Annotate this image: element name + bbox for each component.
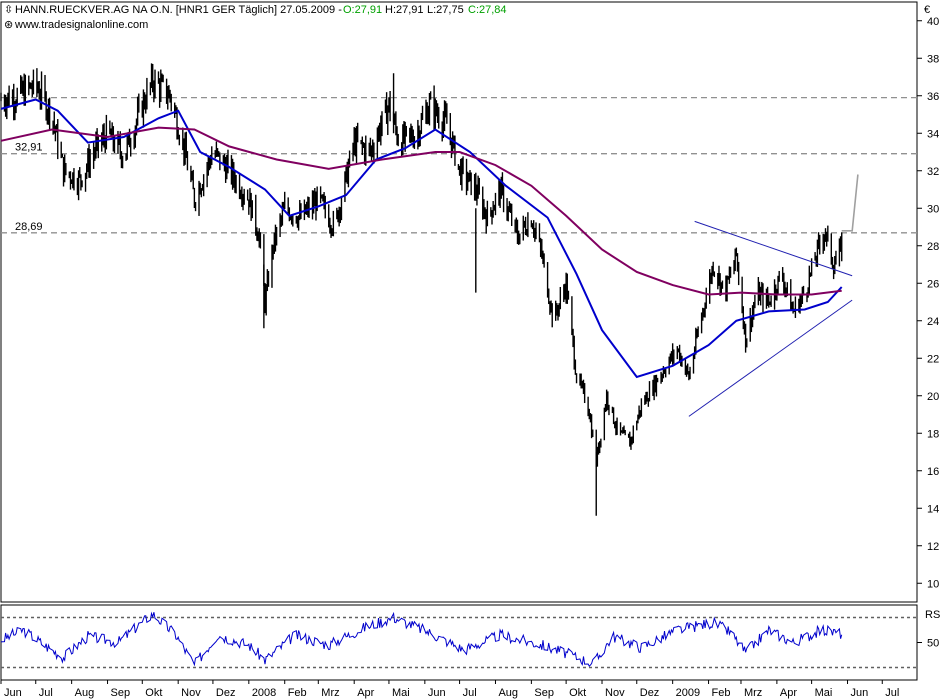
x-axis: Jun Jul Aug Sep Okt Nov Dez 2008 Feb Mrz Apr Mai Jun…: [0, 680, 899, 699]
price-panel-frame: [0, 1, 918, 603]
x-tick-label: Jul: [463, 687, 477, 699]
x-tick-label: Jul: [885, 687, 899, 699]
link-icon: ⊛: [4, 19, 13, 31]
y-tick-label: 38: [927, 53, 939, 65]
y-tick-label: 20: [927, 391, 939, 403]
x-tick-label: Dez: [216, 687, 236, 699]
x-tick-label: Dez: [640, 687, 660, 699]
rsi-panel: 50: [0, 611, 939, 669]
y-tick-label: 28: [927, 241, 939, 253]
instrument-title: HANN.RUECKVER.AG NA O.N. [HNR1 GER Tägli…: [15, 4, 342, 16]
x-tick-label: Nov: [605, 687, 625, 699]
y-tick-label: 22: [927, 353, 939, 365]
x-tick-label: Sep: [111, 687, 131, 699]
moving-averages: [0, 98, 843, 379]
x-tick-label: Aug: [75, 687, 95, 699]
price-y-axis: 10 12 14 16 18 20 22 24 26 28 30 32 34 36 38 40: [917, 16, 939, 590]
trendline: [694, 220, 853, 277]
y-tick-label: 14: [927, 503, 939, 515]
y-tick-label: 30: [927, 203, 939, 215]
y-tick-label: 16: [927, 466, 939, 478]
level-label: 28,69: [15, 221, 43, 233]
x-tick-label: 2009: [676, 687, 700, 699]
target-projection: [841, 174, 859, 232]
high-value: H:27,91: [385, 4, 424, 16]
y-tick-label: 18: [927, 428, 939, 440]
x-tick-label: Nov: [181, 687, 201, 699]
trendline: [688, 299, 853, 417]
y-tick-label: 24: [927, 316, 939, 328]
y-tick-label: 10: [927, 578, 939, 590]
rsi-tick-label: 50: [927, 638, 939, 650]
x-tick-label: Mai: [392, 687, 410, 699]
currency-label: €: [924, 4, 930, 16]
y-tick-label: 12: [927, 541, 939, 553]
x-tick-label: Jul: [39, 687, 53, 699]
x-tick-label: Jun: [4, 687, 22, 699]
rsi-label: RS: [925, 609, 940, 621]
open-value: O:27,91: [343, 4, 382, 16]
x-tick-label: Apr: [357, 687, 374, 699]
x-tick-label: Mrz: [321, 687, 339, 699]
source-url[interactable]: www.tradesignalonline.com: [14, 19, 148, 31]
x-tick-label: Apr: [780, 687, 797, 699]
x-tick-label: Feb: [288, 687, 307, 699]
x-tick-label: Jun: [851, 687, 869, 699]
y-tick-label: 26: [927, 278, 939, 290]
x-tick-label: Okt: [569, 687, 586, 699]
ma-long-line: [0, 126, 842, 296]
close-value: C:27,84: [468, 4, 507, 16]
ma-short-line: [0, 98, 843, 379]
x-tick-label: Feb: [712, 687, 731, 699]
expand-icon[interactable]: ⇳: [4, 4, 13, 16]
low-value: L:27,75: [427, 4, 464, 16]
x-tick-label: Mrz: [744, 687, 762, 699]
chart-header: ⇳ HANN.RUECKVER.AG NA O.N. [HNR1 GER Täg…: [4, 4, 930, 31]
y-tick-label: 34: [927, 128, 939, 140]
x-tick-label: Aug: [498, 687, 518, 699]
rsi-line: [0, 611, 843, 668]
trendlines: [688, 174, 859, 417]
x-tick-label: Okt: [145, 687, 162, 699]
price-bars: [0, 63, 843, 516]
level-label: 32,91: [15, 142, 43, 154]
x-tick-label: Jun: [428, 687, 446, 699]
x-tick-label: 2008: [252, 687, 276, 699]
rsi-panel-frame: [0, 604, 918, 681]
y-tick-label: 40: [927, 16, 939, 28]
x-tick-label: Mai: [815, 687, 833, 699]
y-tick-label: 36: [927, 91, 939, 103]
x-tick-label: Sep: [534, 687, 554, 699]
y-tick-label: 32: [927, 166, 939, 178]
